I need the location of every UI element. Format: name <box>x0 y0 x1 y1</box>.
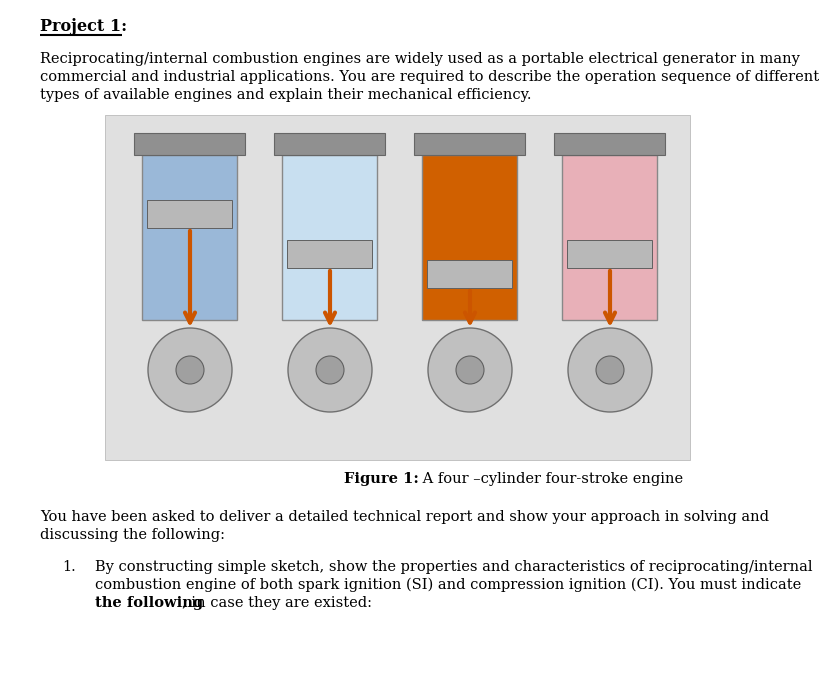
Circle shape <box>176 356 204 384</box>
Text: the following: the following <box>95 596 203 610</box>
Bar <box>427 260 512 288</box>
Bar <box>414 133 525 155</box>
Bar <box>283 155 377 320</box>
Text: types of available engines and explain their mechanical efficiency.: types of available engines and explain t… <box>40 88 531 102</box>
Text: By constructing simple sketch, show the properties and characteristics of recipr: By constructing simple sketch, show the … <box>95 560 812 574</box>
Bar <box>287 240 372 268</box>
Text: A four –cylinder four-stroke engine: A four –cylinder four-stroke engine <box>418 472 683 486</box>
Bar <box>135 133 245 155</box>
Bar <box>553 133 665 155</box>
Circle shape <box>595 356 624 384</box>
Bar <box>274 133 385 155</box>
Circle shape <box>316 356 344 384</box>
Bar <box>147 200 232 228</box>
Circle shape <box>288 328 371 412</box>
Text: Figure 1:: Figure 1: <box>344 472 418 486</box>
Circle shape <box>568 328 651 412</box>
Text: combustion engine of both spark ignition (SI) and compression ignition (CI). You: combustion engine of both spark ignition… <box>95 578 800 592</box>
Text: commercial and industrial applications. You are required to describe the operati: commercial and industrial applications. … <box>40 70 818 84</box>
Bar <box>562 155 657 320</box>
Circle shape <box>456 356 483 384</box>
Bar <box>104 115 689 460</box>
Text: 1.: 1. <box>62 560 76 574</box>
Text: You have been asked to deliver a detailed technical report and show your approac: You have been asked to deliver a detaile… <box>40 510 768 524</box>
Bar <box>567 240 652 268</box>
Text: , in case they are existed:: , in case they are existed: <box>182 596 372 610</box>
Bar <box>422 155 517 320</box>
Text: Reciprocating/internal combustion engines are widely used as a portable electric: Reciprocating/internal combustion engine… <box>40 52 799 66</box>
Text: Project 1:: Project 1: <box>40 18 127 35</box>
Circle shape <box>148 328 232 412</box>
Bar <box>142 155 237 320</box>
Text: discussing the following:: discussing the following: <box>40 528 225 542</box>
Circle shape <box>427 328 512 412</box>
